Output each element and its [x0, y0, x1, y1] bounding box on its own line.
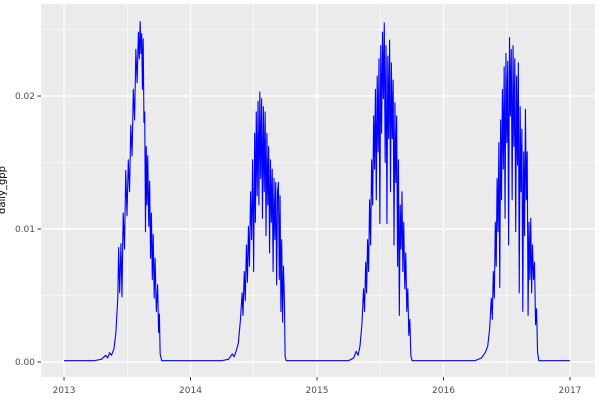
- plot-panel: [41, 4, 595, 377]
- x-tick-label: 2015: [306, 386, 329, 396]
- x-tick-label: 2017: [559, 386, 582, 396]
- y-tick-label: 0.01: [15, 225, 35, 235]
- x-tick-label: 2014: [179, 386, 202, 396]
- y-tick-label: 0.00: [15, 358, 35, 368]
- x-tick-label: 2013: [53, 386, 76, 396]
- x-tick-label: 2016: [432, 386, 455, 396]
- y-tick-label: 0.02: [15, 92, 35, 102]
- gpp-line: [64, 20, 570, 362]
